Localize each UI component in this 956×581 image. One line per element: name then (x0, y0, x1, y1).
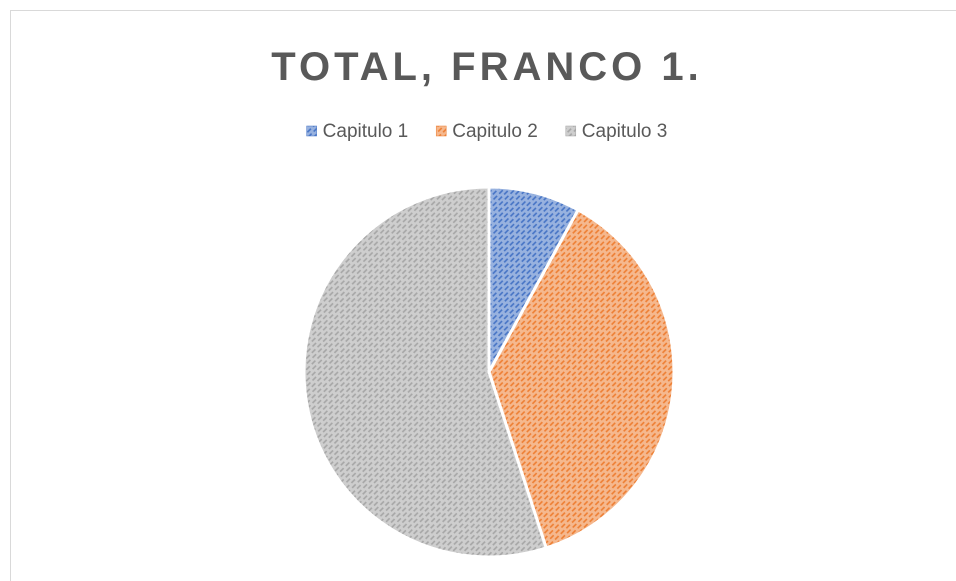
legend-label: Capitulo 2 (452, 121, 538, 142)
chart-title: TOTAL, FRANCO 1. (271, 45, 702, 89)
legend-marker (565, 125, 577, 137)
legend-label: Capitulo 3 (582, 121, 668, 142)
pie-slice (302, 185, 549, 559)
pie-slice (487, 207, 676, 550)
legend-marker (306, 125, 317, 137)
legend-label: Capitulo 1 (323, 121, 409, 142)
legend-marker (435, 125, 447, 137)
pie-slice (487, 185, 581, 373)
legend: Capitulo 1 Capitulo 2 Capitulo 3 (306, 121, 668, 142)
